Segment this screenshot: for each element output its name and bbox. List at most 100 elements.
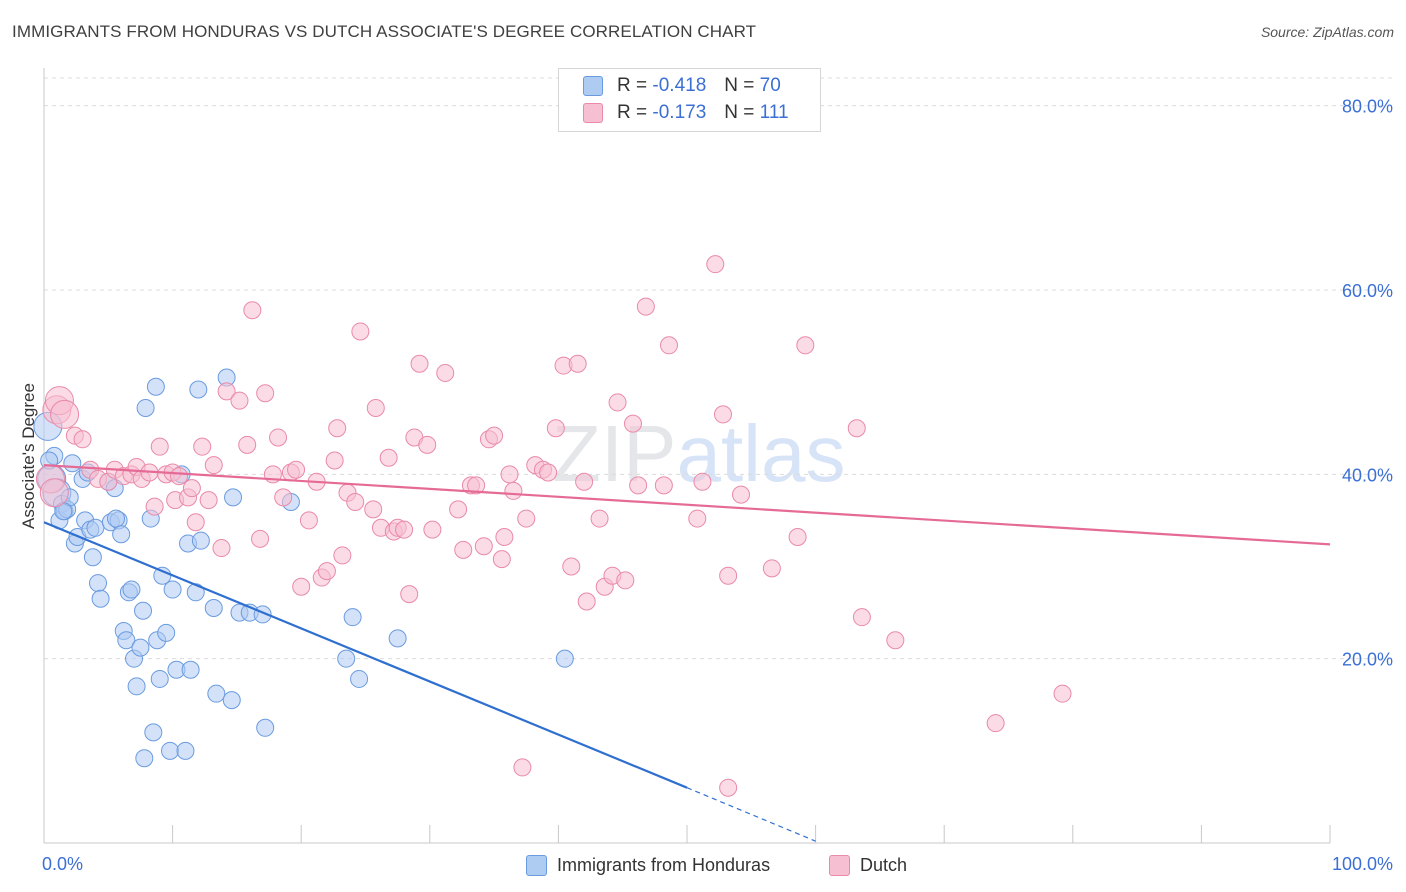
dutch-point	[485, 426, 504, 445]
legend-n-label: N =	[724, 102, 755, 123]
honduras-point	[86, 518, 105, 537]
dutch-point	[500, 465, 519, 484]
dutch-point	[269, 428, 288, 447]
dutch-point	[251, 529, 270, 548]
honduras-point	[146, 377, 165, 396]
dutch-point	[539, 463, 558, 482]
dutch-point	[256, 384, 275, 403]
legend-r-label: R =	[617, 75, 648, 96]
legend-n-label: N =	[724, 75, 755, 96]
honduras-point	[161, 741, 180, 760]
dutch-point	[436, 363, 455, 382]
correlation-legend: R = -0.418 N = 70 R = -0.173 N = 111	[558, 68, 821, 132]
honduras-point	[127, 677, 146, 696]
honduras-point	[135, 749, 154, 768]
axes	[43, 68, 1331, 844]
bottom-legend-label: Immigrants from Honduras	[557, 854, 771, 875]
dutch-point	[366, 398, 385, 417]
dutch-point	[492, 550, 511, 569]
dutch-point	[852, 608, 871, 627]
dutch-point	[454, 540, 473, 559]
honduras-point	[63, 454, 82, 473]
honduras-point	[343, 608, 362, 627]
dutch-point	[39, 478, 69, 508]
honduras-point	[189, 380, 208, 399]
honduras-point	[89, 574, 108, 593]
source-credit: Source: ZipAtlas.com	[1260, 24, 1394, 40]
dutch-point	[274, 488, 293, 507]
legend-r-value: -0.418	[652, 75, 707, 96]
dutch-point	[317, 562, 336, 581]
dutch-point	[575, 472, 594, 491]
dutch-point	[243, 301, 262, 320]
bottom-legend-dutch: Dutch	[829, 852, 907, 878]
dutch-point	[346, 492, 365, 511]
honduras-point	[107, 509, 126, 528]
dutch-point	[623, 414, 642, 433]
dutch-point	[577, 592, 596, 611]
dutch-point	[714, 405, 733, 424]
dutch-point	[333, 546, 352, 565]
dutch-point	[688, 509, 707, 528]
honduras-trend-extension	[686, 787, 816, 842]
honduras-point	[207, 684, 226, 703]
honduras-point	[191, 531, 210, 550]
dutch-point	[706, 255, 725, 274]
honduras-point	[83, 548, 102, 567]
dutch-point	[212, 539, 231, 558]
dutch-point	[145, 497, 164, 516]
dutch-point	[608, 393, 627, 412]
dutch-point	[590, 509, 609, 528]
dutch-point	[629, 476, 648, 495]
dutch-point	[568, 354, 587, 373]
dutch-point	[788, 528, 807, 546]
honduras-point	[224, 488, 243, 507]
dutch-point	[238, 435, 257, 454]
dutch-point	[719, 566, 738, 585]
dutch-point	[73, 430, 92, 449]
gridlines	[44, 77, 1392, 660]
honduras-point	[204, 598, 223, 617]
honduras-point	[176, 741, 195, 760]
dutch-point	[395, 520, 414, 539]
bottom-legend-honduras: Immigrants from Honduras	[526, 852, 770, 878]
legend-row-honduras: R = -0.418 N = 70	[583, 74, 781, 98]
dutch-point	[50, 399, 80, 429]
dutch-point	[986, 714, 1005, 733]
dutch-point	[328, 419, 347, 438]
dutch-point	[513, 758, 532, 777]
dutch-point	[170, 467, 189, 486]
honduras-point	[91, 589, 110, 608]
dutch-point	[292, 577, 311, 596]
honduras-point	[112, 525, 131, 544]
dutch-point	[351, 322, 370, 341]
dutch-point	[325, 451, 344, 470]
dutch-point	[693, 472, 712, 491]
dutch-point	[287, 460, 306, 479]
dutch-point	[474, 537, 493, 556]
dutch-point	[410, 354, 429, 373]
dutch-point	[449, 500, 468, 519]
dutch-point	[732, 485, 751, 504]
trend-lines	[43, 464, 1331, 842]
honduras-point	[144, 723, 163, 742]
honduras-point	[136, 398, 155, 417]
honduras-point	[350, 669, 369, 688]
dutch-point	[423, 520, 442, 539]
dutch-point	[796, 336, 815, 355]
honduras-point	[337, 649, 356, 668]
dutch-point	[186, 513, 205, 532]
chart-title: IMMIGRANTS FROM HONDURAS VS DUTCH ASSOCI…	[12, 22, 757, 41]
dutch-point	[467, 476, 486, 495]
dutch-point	[364, 500, 383, 519]
dutch-point	[299, 511, 318, 530]
legend-r-value: -0.173	[652, 102, 707, 123]
legend-n-value: 70	[759, 75, 781, 96]
dutch-point	[193, 437, 212, 456]
honduras-point	[117, 631, 136, 650]
legend-n-value: 111	[759, 102, 789, 123]
dutch-point	[418, 435, 437, 454]
x-tick-label-max: 100.0%	[1332, 854, 1393, 874]
dutch-point	[217, 382, 236, 401]
honduras-trend-line	[43, 521, 688, 789]
